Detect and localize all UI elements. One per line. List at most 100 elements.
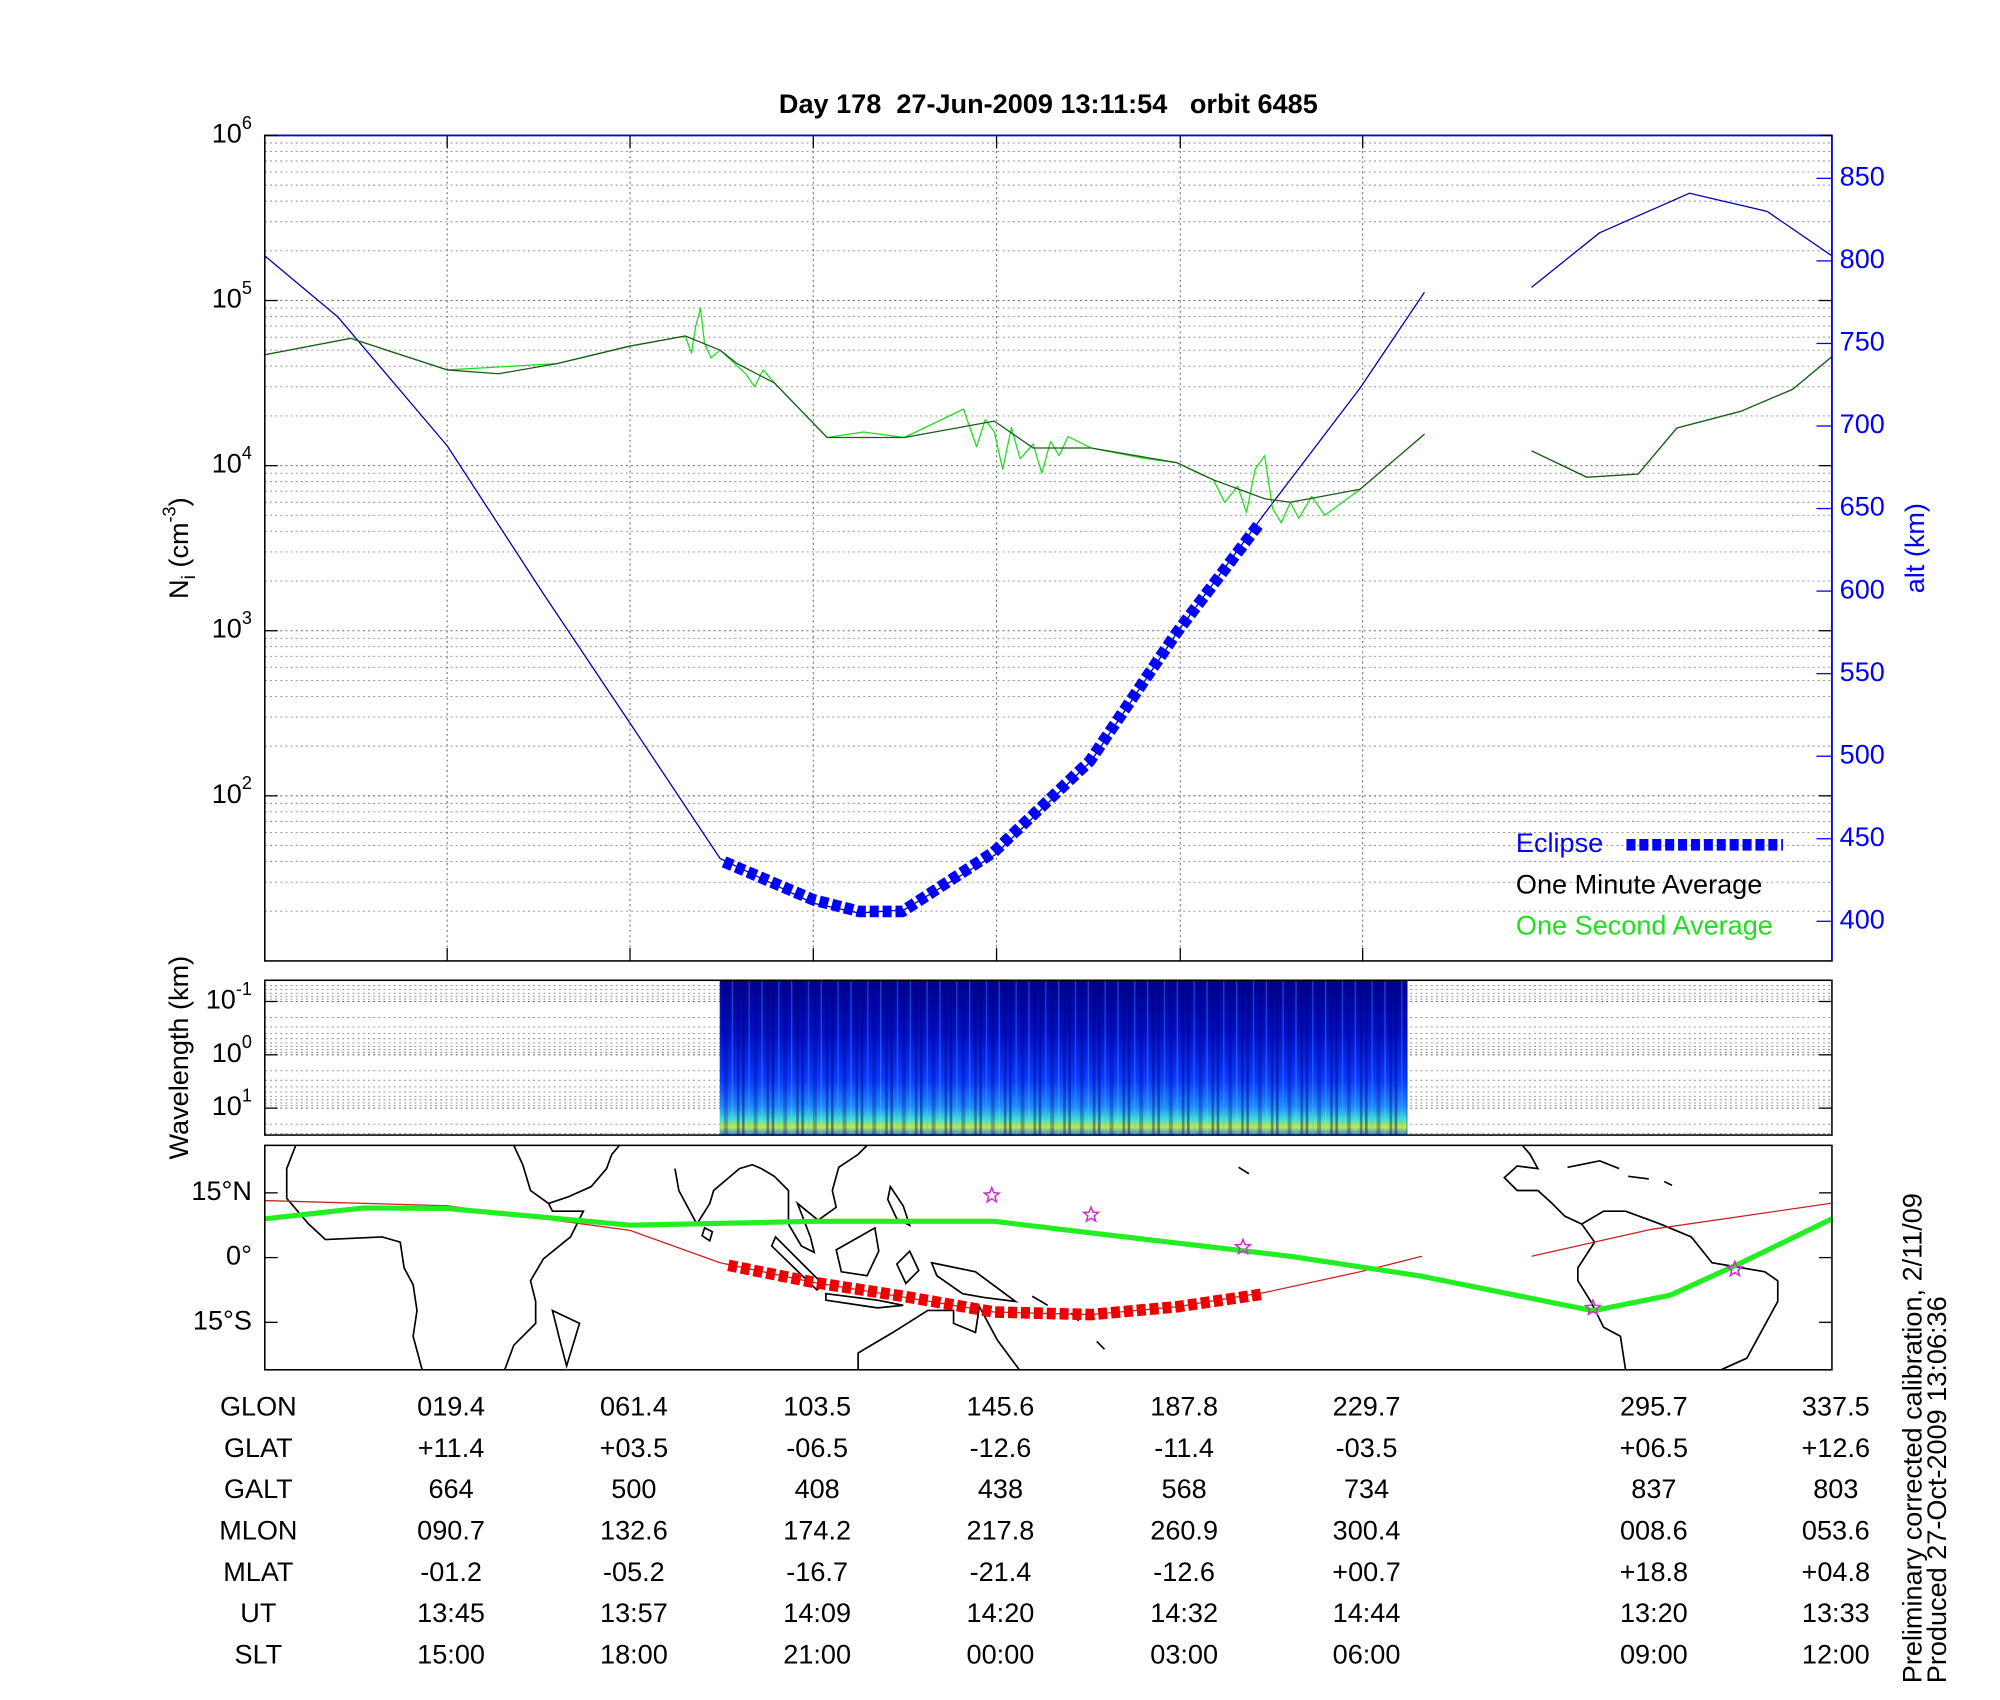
table-cell: 568 — [1162, 1473, 1207, 1504]
y-tick-label: 103 — [212, 608, 252, 644]
legend-label: Eclipse — [1516, 827, 1603, 858]
table-cell: -01.2 — [420, 1556, 482, 1587]
table-cell: -16.7 — [786, 1556, 848, 1587]
y2-tick-label: 850 — [1840, 161, 1885, 192]
data-line — [264, 335, 1833, 503]
table-row-label: UT — [240, 1597, 276, 1628]
y-tick-label: 100 — [212, 1032, 252, 1068]
y-tick-exponent: 4 — [242, 443, 252, 463]
y-tick-base: 10 — [212, 448, 242, 479]
table-cell: +06.5 — [1620, 1432, 1689, 1463]
y2-tick-label: 550 — [1840, 656, 1885, 687]
table-cell: 14:09 — [783, 1597, 851, 1628]
y-tick-base: 10 — [212, 1037, 242, 1068]
y2-tick-label: 600 — [1840, 573, 1885, 604]
table-cell: -06.5 — [786, 1432, 848, 1463]
y-tick-label: 15°S — [193, 1304, 252, 1335]
table-cell: -12.6 — [970, 1432, 1032, 1463]
table-cell: 14:20 — [967, 1597, 1035, 1628]
star — [1081, 1205, 1101, 1223]
table-row-label: SLT — [235, 1638, 283, 1669]
y2-tick-label: 700 — [1840, 408, 1885, 439]
table-cell: 734 — [1344, 1473, 1389, 1504]
table-cell: 295.7 — [1620, 1391, 1688, 1422]
table-row-label: GALT — [224, 1473, 293, 1504]
table-cell: 438 — [978, 1473, 1023, 1504]
y-tick-exponent: 1 — [242, 1085, 252, 1105]
spectrogram-texture — [719, 980, 1408, 1136]
table-cell: 103.5 — [783, 1391, 851, 1422]
y2-tick-label: 650 — [1840, 491, 1885, 522]
y-tick-base: 10 — [212, 118, 242, 149]
table-cell: 300.4 — [1333, 1514, 1401, 1545]
table-row-label: GLON — [220, 1391, 297, 1422]
table-cell: 664 — [428, 1473, 473, 1504]
table-cell: 229.7 — [1333, 1391, 1401, 1422]
chart-title: Day 178 27-Jun-2009 13:11:54 orbit 6485 — [779, 88, 1318, 119]
y-tick-base: 10 — [206, 984, 236, 1015]
side-note: Preliminary corrected calibration, 2/11/… — [1897, 1193, 1928, 1683]
table-cell: 12:00 — [1802, 1638, 1870, 1669]
table-cell: +04.8 — [1802, 1556, 1871, 1587]
y-tick-label: 10-1 — [206, 979, 252, 1015]
y-tick-base: 10 — [212, 613, 242, 644]
table-cell: -11.4 — [1154, 1432, 1214, 1463]
star — [982, 1185, 1002, 1204]
table-cell: 00:00 — [967, 1638, 1035, 1669]
table-cell: 14:44 — [1333, 1597, 1401, 1628]
y-tick-base: 15°S — [193, 1304, 252, 1335]
table-cell: +11.4 — [418, 1432, 485, 1463]
y-tick-label: 105 — [212, 278, 252, 314]
table-cell: 803 — [1813, 1473, 1858, 1504]
table-cell: 14:32 — [1150, 1597, 1218, 1628]
y-tick-base: 10 — [212, 1090, 242, 1121]
y-tick-exponent: 6 — [242, 113, 252, 133]
table-cell: 132.6 — [600, 1514, 668, 1545]
table-cell: +00.7 — [1332, 1556, 1401, 1587]
table-row-label: MLON — [219, 1514, 297, 1545]
table-cell: 06:00 — [1333, 1638, 1401, 1669]
y-tick-label: 102 — [212, 773, 252, 809]
y-axis-label: Ni (cm-3) — [159, 497, 200, 599]
table-cell: -03.5 — [1336, 1432, 1398, 1463]
table-cell: 03:00 — [1150, 1638, 1218, 1669]
data-line — [721, 519, 1265, 918]
table-cell: 337.5 — [1802, 1391, 1870, 1422]
table-cell: +18.8 — [1620, 1556, 1689, 1587]
y-tick-label: 106 — [212, 113, 252, 149]
y-axis-label-part: (cm — [163, 522, 194, 575]
y-tick-base: 10 — [212, 778, 242, 809]
y-tick-exponent: 2 — [242, 773, 252, 793]
table-cell: 061.4 — [600, 1391, 668, 1422]
y-axis-label: Wavelength (km) — [163, 956, 194, 1160]
y-tick-base: 15°N — [191, 1175, 252, 1206]
y-tick-base: 10 — [212, 283, 242, 314]
y2-tick-label: 500 — [1840, 738, 1885, 769]
table-cell: 260.9 — [1150, 1514, 1218, 1545]
table-cell: +03.5 — [600, 1432, 669, 1463]
plot-area — [264, 135, 1832, 961]
y2-tick-label: 400 — [1840, 903, 1885, 934]
table-cell: 21:00 — [783, 1638, 851, 1669]
y-tick-exponent: 5 — [242, 278, 252, 298]
legend-label: One Second Average — [1516, 910, 1773, 941]
star — [1233, 1237, 1253, 1256]
table-cell: 187.8 — [1150, 1391, 1218, 1422]
table-cell: 13:33 — [1802, 1597, 1870, 1628]
table-cell: 145.6 — [967, 1391, 1035, 1422]
table-cell: 019.4 — [417, 1391, 485, 1422]
table-cell: 09:00 — [1620, 1638, 1688, 1669]
side-note: Produced 27-Oct-2009 13:06:36 — [1921, 1296, 1952, 1683]
y2-tick-label: 750 — [1840, 326, 1885, 357]
table-cell: 008.6 — [1620, 1514, 1688, 1545]
y-tick-label: 104 — [212, 443, 252, 479]
table-cell: -05.2 — [603, 1556, 665, 1587]
table-cell: 13:20 — [1620, 1597, 1688, 1628]
y2-axis-label: alt (km) — [1899, 503, 1930, 593]
table-cell: 837 — [1631, 1473, 1676, 1504]
table-cell: 13:45 — [417, 1597, 485, 1628]
table-cell: 217.8 — [967, 1514, 1035, 1545]
y2-tick-label: 800 — [1840, 243, 1885, 274]
